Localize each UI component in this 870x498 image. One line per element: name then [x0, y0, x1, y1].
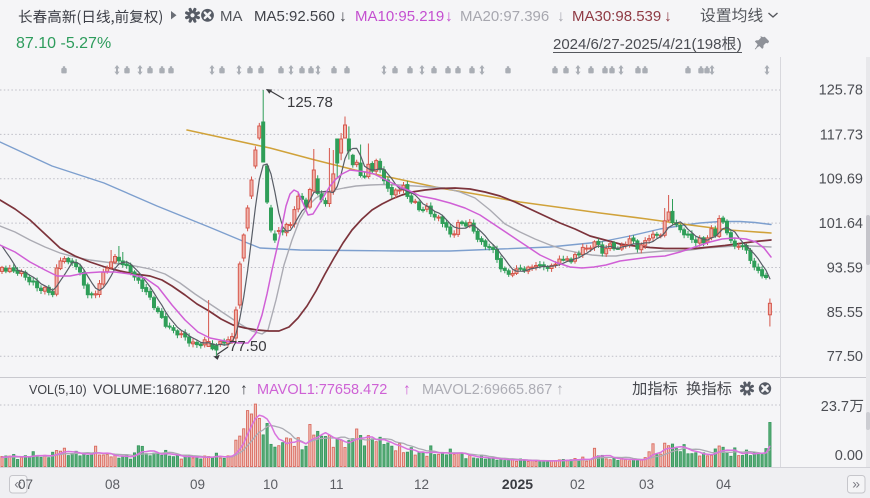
- svg-text:2024/6/27-2025/4/21(198: 2024/6/27-2025/4/21(198: [553, 36, 721, 53]
- svg-text:»: »: [852, 476, 860, 492]
- svg-text:MA5:92.560: MA5:92.560: [254, 8, 335, 25]
- svg-text:109.69: 109.69: [819, 172, 863, 188]
- svg-text:03: 03: [639, 477, 654, 492]
- svg-text:↓: ↓: [339, 8, 347, 25]
- svg-text:93.59: 93.59: [827, 261, 863, 277]
- svg-text:MA30:98.539: MA30:98.539: [572, 8, 661, 25]
- svg-text:↓: ↓: [445, 8, 453, 25]
- svg-text:07: 07: [18, 477, 33, 492]
- svg-text:85.55: 85.55: [827, 305, 863, 321]
- svg-text:MA: MA: [220, 8, 243, 25]
- svg-text:MAVOL2:69665.867: MAVOL2:69665.867: [422, 382, 552, 398]
- svg-text:↓: ↓: [664, 8, 672, 25]
- svg-text:2025: 2025: [502, 476, 533, 492]
- svg-text:09: 09: [190, 477, 205, 492]
- svg-text:MA10:95.219: MA10:95.219: [355, 8, 444, 25]
- svg-text:VOLUME:168077.120: VOLUME:168077.120: [93, 381, 230, 397]
- svg-text:101.64: 101.64: [819, 216, 863, 232]
- svg-text:77.50: 77.50: [229, 338, 267, 355]
- svg-text:↓: ↓: [557, 8, 565, 25]
- svg-text:23.7: 23.7: [821, 399, 849, 415]
- svg-text:↑: ↑: [403, 381, 411, 398]
- svg-text:12: 12: [414, 477, 429, 492]
- svg-text:87.10 -5.27%: 87.10 -5.27%: [16, 35, 111, 52]
- svg-text:): ): [737, 36, 742, 53]
- svg-text:↑: ↑: [240, 381, 248, 398]
- svg-text:04: 04: [716, 477, 732, 492]
- svg-text:10: 10: [263, 477, 278, 492]
- svg-text:77.50: 77.50: [827, 349, 863, 365]
- svg-text:MA20:97.396: MA20:97.396: [460, 8, 549, 25]
- svg-text:MAVOL1:77658.472: MAVOL1:77658.472: [257, 382, 387, 398]
- svg-text:0.00: 0.00: [835, 448, 863, 464]
- svg-text:117.73: 117.73: [820, 127, 863, 143]
- svg-text:125.78: 125.78: [819, 83, 863, 99]
- svg-text:11: 11: [329, 477, 343, 492]
- svg-text:08: 08: [105, 477, 120, 492]
- svg-text:02: 02: [570, 477, 585, 492]
- svg-text:VOL(5,10): VOL(5,10): [29, 383, 87, 397]
- svg-text:«: «: [14, 476, 22, 492]
- svg-text:125.78: 125.78: [287, 94, 333, 111]
- svg-text:↑: ↑: [556, 381, 564, 398]
